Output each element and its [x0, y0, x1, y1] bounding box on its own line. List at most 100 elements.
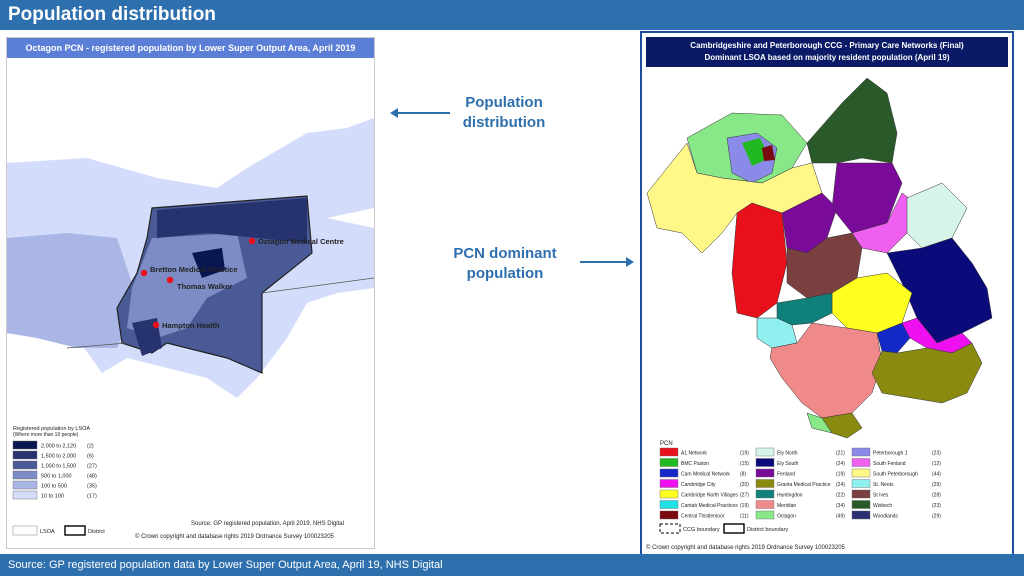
practice-label: Bretton Medical Practice — [150, 265, 238, 274]
pcn-legend-swatch — [851, 489, 871, 499]
legend-swatch — [12, 470, 38, 480]
pcn-legend-swatch — [755, 500, 775, 509]
region-meridian — [769, 322, 883, 419]
pcn-legend-count: (19) — [740, 450, 749, 456]
pcn-legend-name: South Peterborough — [873, 471, 918, 477]
pcn-legend-name: Cantab Medical Practices — [681, 503, 738, 509]
left-lower-area — [7, 233, 137, 348]
region-wisbech — [806, 77, 898, 164]
pcn-legend-swatch — [755, 468, 775, 478]
pcn-legend-name: Ely North — [777, 450, 798, 456]
region-ely-south — [886, 237, 993, 344]
pcn-legend-name: Ely South — [777, 461, 799, 467]
pcn-legend-count: (29) — [932, 482, 941, 488]
pcn-legend-name: Fenland — [777, 471, 795, 477]
pcn-legend-count: (19) — [836, 471, 845, 477]
legend-swatch — [12, 480, 38, 490]
district-boundary-line — [66, 277, 374, 349]
legend-swatch — [12, 450, 38, 460]
legend-range: 1,500 to 2,000 — [41, 454, 76, 460]
legend-count: (35) — [87, 484, 97, 490]
pcn-legend-swatch — [659, 510, 679, 520]
pcn-legend-swatch — [755, 458, 775, 467]
pcn-legend-swatch — [755, 510, 775, 520]
legend-count: (6) — [87, 454, 94, 460]
left-map-title: Octagon PCN - registered population by L… — [7, 38, 374, 58]
region-bmc — [742, 138, 770, 166]
pcn-legend-name: Cambridge City — [681, 482, 716, 488]
pcn-legend-name: Woodlands — [873, 513, 898, 519]
pcn-legend-swatch — [659, 447, 679, 457]
pcn-legend-count: (8) — [740, 471, 746, 477]
pcn-legend-count: (29) — [932, 513, 941, 519]
region-octagon-south — [806, 412, 833, 434]
legend-count: (2) — [87, 444, 94, 450]
legend-range: 100 to 500 — [41, 484, 67, 490]
region-thistle — [762, 145, 775, 161]
region-cambridge-city — [876, 322, 911, 354]
pcn-legend-count: (19) — [740, 503, 749, 509]
lsoa-label: LSOA — [40, 529, 55, 535]
pcn-legend-swatch — [851, 510, 871, 520]
legend-swatch — [12, 460, 38, 470]
legend-range: 10 to 100 — [41, 494, 64, 500]
district-boundary-label: District boundary — [747, 527, 789, 533]
pcn-legend: A1 Network (19) BMC Paston (15) Cam Medical … — [659, 447, 941, 520]
legend-count: (27) — [87, 464, 97, 470]
octagon-population-map: Octagon PCN - registered population by L… — [6, 37, 375, 549]
pcn-legend-swatch — [659, 458, 679, 467]
right-map-copyright: © Crown copyright and database rights 20… — [646, 544, 846, 551]
pcn-legend-name: Cambridge North Villages — [681, 492, 738, 498]
pcn-legend-name: Granta Medical Practice — [777, 482, 831, 488]
pcn-legend-swatch — [755, 447, 775, 457]
pcn-legend-name: St. Neots — [873, 482, 894, 488]
left-map-copyright: © Crown copyright and database rights 20… — [135, 533, 335, 540]
region-granta-south — [821, 412, 863, 439]
pcn-legend-count: (27) — [740, 492, 749, 498]
page-title: Population distribution — [0, 0, 1024, 30]
pcn-legend-name: Octagon — [777, 513, 796, 519]
pcn-legend-name: Wisbech — [873, 503, 892, 509]
right-map-title: Cambridgeshire and Peterborough CCG - Pr… — [646, 37, 1008, 67]
pcn-legend-swatch — [851, 458, 871, 467]
population-distribution-label: Population distribution — [462, 94, 546, 131]
pcn-legend-count: (11) — [740, 513, 749, 519]
pcn-legend-swatch — [851, 468, 871, 478]
pcn-legend-name: St Ives — [873, 492, 889, 498]
legend-title: Registered population by LSOA — [13, 426, 90, 432]
legend-swatch — [12, 490, 38, 500]
pcn-legend-count: (20) — [740, 482, 749, 488]
region-granta — [871, 342, 983, 404]
legend-range: 500 to 1,000 — [41, 474, 72, 480]
right-arrow — [580, 257, 634, 267]
pcn-legend-swatch — [755, 489, 775, 499]
pcn-legend-name: Meridian — [777, 503, 796, 509]
pcn-legend-swatch — [659, 500, 679, 509]
pcn-legend-name: South Fenland — [873, 461, 906, 467]
pcn-legend-count: (28) — [932, 492, 941, 498]
pcn-legend-count: (49) — [836, 513, 845, 519]
pcn-legend-swatch — [659, 489, 679, 499]
pcn-legend-swatch — [659, 479, 679, 488]
pcn-legend-count: (44) — [932, 471, 941, 477]
legend-count: (48) — [87, 474, 97, 480]
legend-count: (17) — [87, 494, 97, 500]
left-map-source: Source: GP registered population, April … — [191, 521, 344, 527]
pcn-legend-swatch — [755, 479, 775, 488]
pcn-legend-count: (21) — [836, 450, 845, 456]
legend-rows: 2,000 to 2,120 (2) 1,500 to 2,000 (6) 1,000 … — [12, 440, 97, 500]
pcn-legend-name: A1 Network — [681, 450, 707, 456]
region-a1 — [731, 202, 788, 319]
legend-range: 2,000 to 2,120 — [41, 444, 76, 450]
pcn-legend-count: (15) — [740, 461, 749, 467]
pcn-legend-swatch — [659, 468, 679, 478]
pcn-legend-name: Cam Medical Network — [681, 471, 730, 477]
pcn-legend-count: (24) — [836, 461, 845, 467]
pcn-dominant-population-label: PCN dominant population — [453, 245, 557, 282]
pcn-dark-top — [157, 198, 307, 243]
region-st-ives — [786, 232, 863, 299]
ccg-boundary-label: CCG boundary — [683, 527, 720, 533]
pcn-legend-count: (24) — [836, 482, 845, 488]
right-map-graphic: PCN A1 Network (19) BMC Paston (15) Cam Medi… — [646, 77, 993, 551]
region-huntingdon-teal — [776, 292, 833, 326]
